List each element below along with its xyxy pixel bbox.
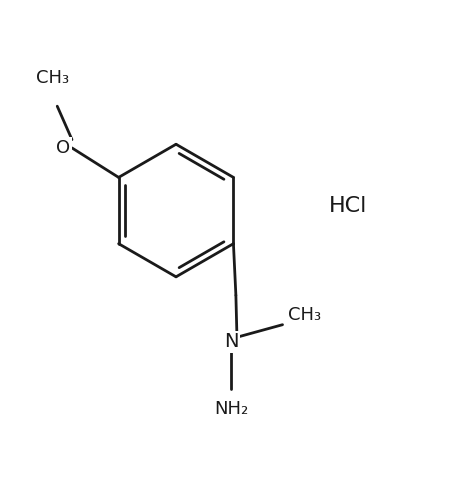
Text: N: N <box>223 332 238 351</box>
Text: HCl: HCl <box>328 196 366 216</box>
Text: CH₃: CH₃ <box>288 306 320 324</box>
Text: NH₂: NH₂ <box>213 400 248 418</box>
Text: O: O <box>56 139 70 157</box>
Text: CH₃: CH₃ <box>36 69 69 86</box>
